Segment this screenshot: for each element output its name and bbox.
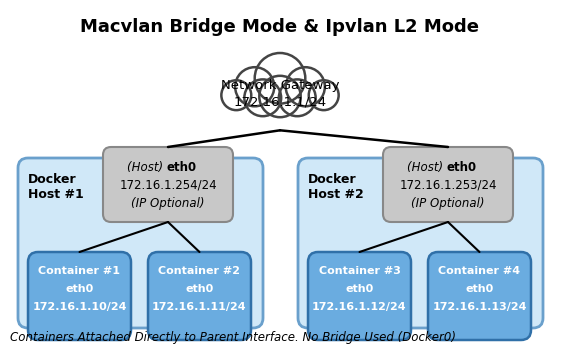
FancyBboxPatch shape	[103, 147, 233, 222]
Text: eth0: eth0	[185, 284, 214, 294]
FancyBboxPatch shape	[18, 158, 263, 328]
Text: 172.16.1.254/24: 172.16.1.254/24	[119, 179, 217, 192]
Text: Docker
Host #2: Docker Host #2	[308, 173, 364, 201]
Text: Network Gateway: Network Gateway	[220, 79, 339, 91]
Text: Docker
Host #1: Docker Host #1	[28, 173, 84, 201]
Text: Containers Attached Directly to Parent Interface. No Bridge Used (Docker0): Containers Attached Directly to Parent I…	[10, 331, 456, 344]
Circle shape	[279, 79, 316, 116]
FancyBboxPatch shape	[28, 252, 131, 340]
Text: 172.16.1.253/24: 172.16.1.253/24	[399, 179, 496, 192]
Circle shape	[225, 38, 335, 148]
Circle shape	[222, 80, 251, 110]
Text: eth0: eth0	[66, 284, 94, 294]
Circle shape	[235, 67, 274, 106]
Text: 172.16.1.12/24: 172.16.1.12/24	[312, 302, 407, 312]
FancyBboxPatch shape	[148, 252, 251, 340]
Text: 172.16.1.13/24: 172.16.1.13/24	[432, 302, 527, 312]
Text: Container #4: Container #4	[439, 266, 521, 276]
Circle shape	[259, 76, 301, 117]
Text: 172.16.1.11/24: 172.16.1.11/24	[152, 302, 247, 312]
FancyBboxPatch shape	[308, 252, 411, 340]
Text: (IP Optional): (IP Optional)	[411, 197, 485, 210]
Text: Macvlan Bridge Mode & Ipvlan L2 Mode: Macvlan Bridge Mode & Ipvlan L2 Mode	[80, 18, 480, 36]
Text: (Host): (Host)	[407, 161, 447, 174]
Text: (Host): (Host)	[127, 161, 167, 174]
Text: 172.16.1.1/24: 172.16.1.1/24	[233, 96, 327, 108]
Text: eth0: eth0	[346, 284, 374, 294]
Text: eth0: eth0	[167, 161, 197, 174]
FancyBboxPatch shape	[383, 147, 513, 222]
Circle shape	[245, 79, 281, 116]
FancyBboxPatch shape	[298, 158, 543, 328]
Text: Container #2: Container #2	[159, 266, 241, 276]
Circle shape	[309, 80, 339, 110]
Text: 172.16.1.10/24: 172.16.1.10/24	[32, 302, 127, 312]
Text: eth0: eth0	[466, 284, 494, 294]
Text: Container #1: Container #1	[39, 266, 121, 276]
Circle shape	[255, 53, 305, 104]
Text: (IP Optional): (IP Optional)	[131, 197, 205, 210]
Text: Container #3: Container #3	[319, 266, 401, 276]
Text: eth0: eth0	[447, 161, 477, 174]
Circle shape	[286, 67, 325, 106]
FancyBboxPatch shape	[428, 252, 531, 340]
